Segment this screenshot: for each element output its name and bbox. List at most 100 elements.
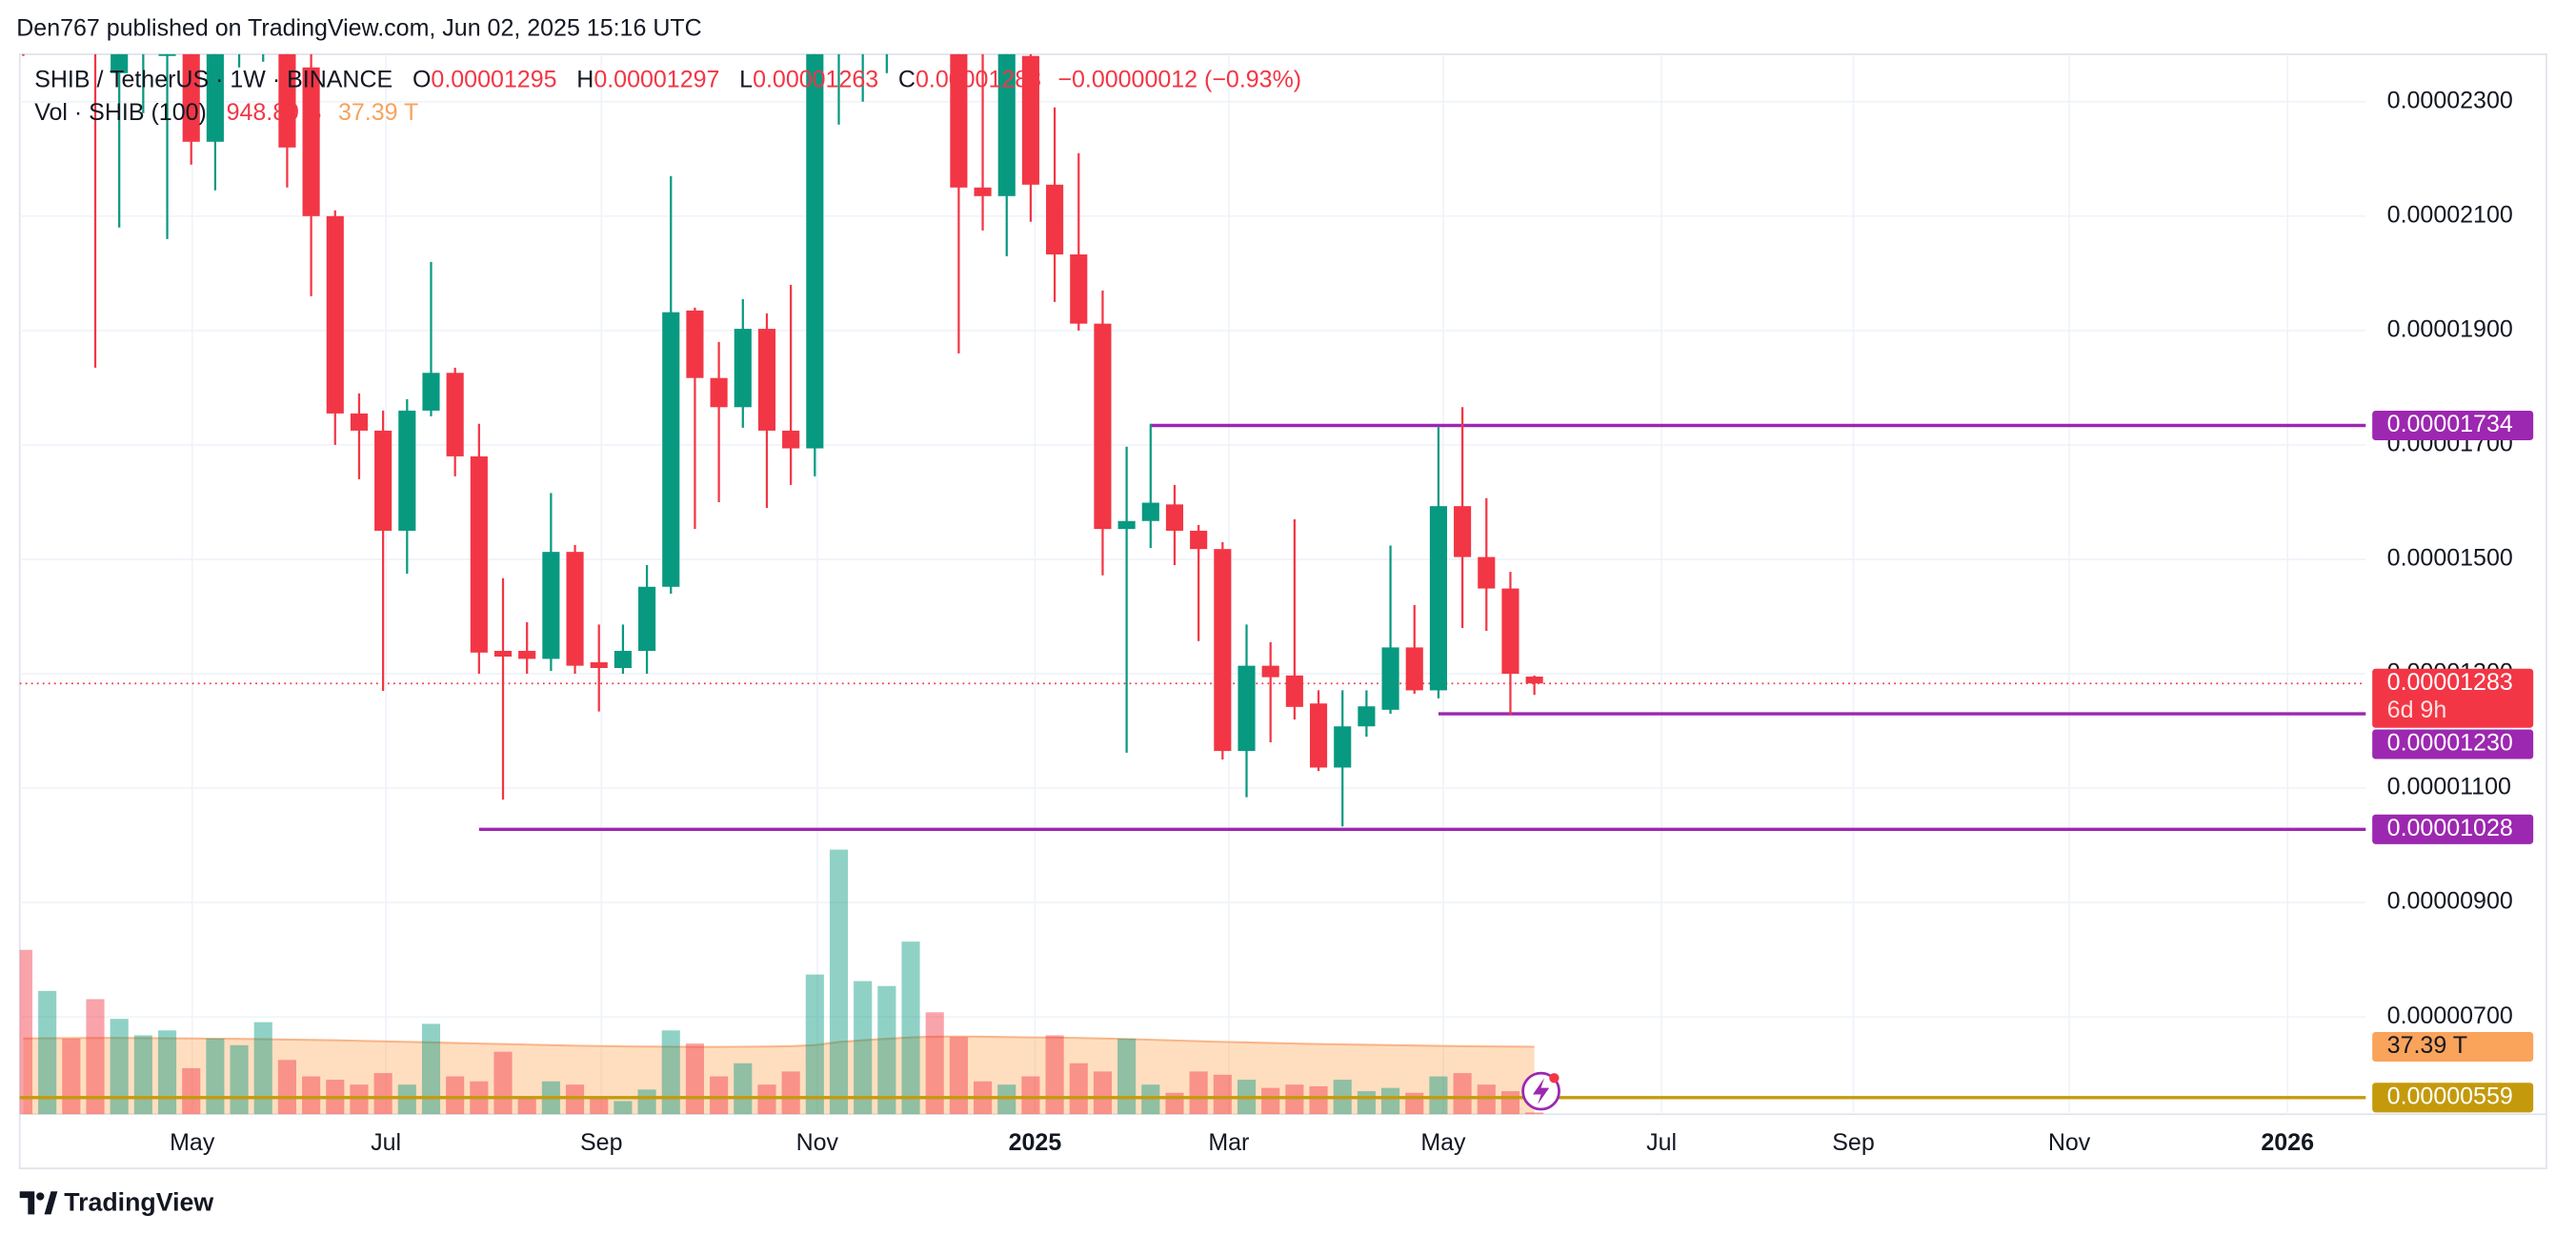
- volume-bar: [133, 1035, 152, 1115]
- candle-body: [1094, 323, 1112, 530]
- volume-ma-value: 37.39 T: [338, 99, 418, 126]
- x-tick-label: Sep: [580, 1129, 622, 1156]
- low-value: 0.00001263: [753, 66, 878, 92]
- grid: [19, 53, 2366, 1115]
- volume-bar: [493, 1051, 513, 1115]
- x-tick-label: Mar: [1208, 1129, 1249, 1156]
- candle-body: [111, 53, 129, 73]
- candle-body: [158, 53, 176, 56]
- candle-body: [1381, 647, 1399, 710]
- x-tick-label: Jul: [371, 1129, 401, 1156]
- candle-body: [1358, 706, 1376, 727]
- volume-bar: [1453, 1073, 1472, 1115]
- candle-body: [182, 53, 200, 142]
- volume-bar: [1500, 1091, 1520, 1115]
- volume-bar: [1261, 1087, 1280, 1115]
- levels: [19, 423, 2366, 1100]
- volume-pane: [19, 849, 1544, 1115]
- x-tick-label: 2026: [2261, 1129, 2314, 1156]
- candle-body: [974, 187, 992, 196]
- volume-bar: [157, 1030, 177, 1115]
- x-tick-label: 2025: [1009, 1129, 1062, 1156]
- candle-body: [734, 329, 752, 408]
- volume-bar: [1477, 1084, 1496, 1115]
- price-label-text: 0.00001283: [2387, 669, 2513, 696]
- candle-body: [206, 53, 224, 142]
- y-tick-label: 0.00001900: [2387, 315, 2513, 342]
- volume-bar: [446, 1076, 465, 1115]
- volume-bar: [397, 1084, 416, 1115]
- candle-body: [1525, 677, 1543, 684]
- chart-frame: [18, 53, 2547, 1169]
- candle-body: [1070, 254, 1088, 324]
- price-label-text: 0.00000559: [2387, 1083, 2513, 1109]
- volume-ma-line: [23, 1035, 1535, 1048]
- volume-bar: [302, 1076, 321, 1115]
- price-label-text: 0.00001734: [2387, 411, 2513, 437]
- volume-bar: [1357, 1091, 1376, 1115]
- candle-body: [686, 310, 704, 378]
- candle-body: [710, 377, 728, 408]
- volume-bar: [781, 1071, 800, 1115]
- volume-bar: [421, 1023, 441, 1115]
- y-tick-label: 0.00002100: [2387, 201, 2513, 228]
- publisher-line: Den767 published on TradingView.com, Jun…: [16, 15, 701, 42]
- volume-bar: [661, 1030, 680, 1115]
- candle-body: [493, 651, 513, 658]
- volume-bar: [877, 985, 896, 1115]
- candle-body: [1405, 647, 1423, 691]
- volume-bar: [1429, 1076, 1448, 1115]
- x-tick-label: Sep: [1832, 1129, 1874, 1156]
- candle-body: [1429, 506, 1447, 691]
- candle-body: [757, 329, 776, 431]
- candle-body: [374, 430, 392, 531]
- volume-bar: [517, 1097, 536, 1115]
- volume-bar: [1285, 1084, 1304, 1115]
- volume-bar: [1525, 1112, 1544, 1115]
- price-label-text: 0.00001028: [2387, 815, 2513, 841]
- close-value: 0.00001283: [916, 66, 1041, 92]
- candle-body: [1117, 520, 1136, 530]
- volume-title: Vol · SHIB (100): [34, 99, 207, 126]
- volume-bar: [373, 1073, 392, 1115]
- volume-bar: [901, 941, 920, 1115]
- close-key: C: [898, 66, 916, 92]
- y-tick-label: 0.00000700: [2387, 1002, 2513, 1029]
- high-value: 0.00001297: [594, 66, 719, 92]
- volume-bar: [590, 1097, 609, 1115]
- candle-body: [662, 312, 680, 587]
- volume-bar: [1213, 1074, 1232, 1115]
- volume-bar: [1093, 1071, 1113, 1115]
- candle-body: [566, 552, 584, 666]
- lightning-icon[interactable]: [1521, 1071, 1560, 1111]
- candle-body: [950, 53, 968, 188]
- candle-body: [1285, 675, 1303, 707]
- candle-body: [1454, 506, 1472, 557]
- candle-body: [638, 586, 656, 652]
- legend-ohlc: SHIB / TetherUS · 1W · BINANCE O0.000012…: [34, 66, 1301, 92]
- volume-bar: [734, 1063, 753, 1115]
- x-tick-label: Jul: [1646, 1129, 1677, 1156]
- y-tick-label: 0.00001500: [2387, 545, 2513, 572]
- candle-body: [997, 53, 1016, 196]
- volume-bar: [1380, 1087, 1400, 1115]
- volume-bar: [565, 1084, 585, 1115]
- candle-body: [1478, 557, 1496, 589]
- volume-bar: [1141, 1084, 1160, 1115]
- volume-bar: [38, 990, 57, 1115]
- candle-body: [1021, 55, 1039, 185]
- candle-body: [350, 413, 369, 431]
- high-key: H: [576, 66, 594, 92]
- volume-bar: [1117, 1038, 1137, 1115]
- price-label-box: [2372, 1083, 2534, 1113]
- candle-body: [326, 215, 344, 414]
- volume-bar: [277, 1060, 296, 1115]
- candle-body: [446, 373, 464, 456]
- candle-body: [782, 430, 800, 449]
- volume-bar: [1189, 1071, 1208, 1115]
- price-label-box: [2372, 410, 2534, 441]
- volume-bar: [805, 974, 824, 1115]
- volume-bar: [19, 949, 33, 1115]
